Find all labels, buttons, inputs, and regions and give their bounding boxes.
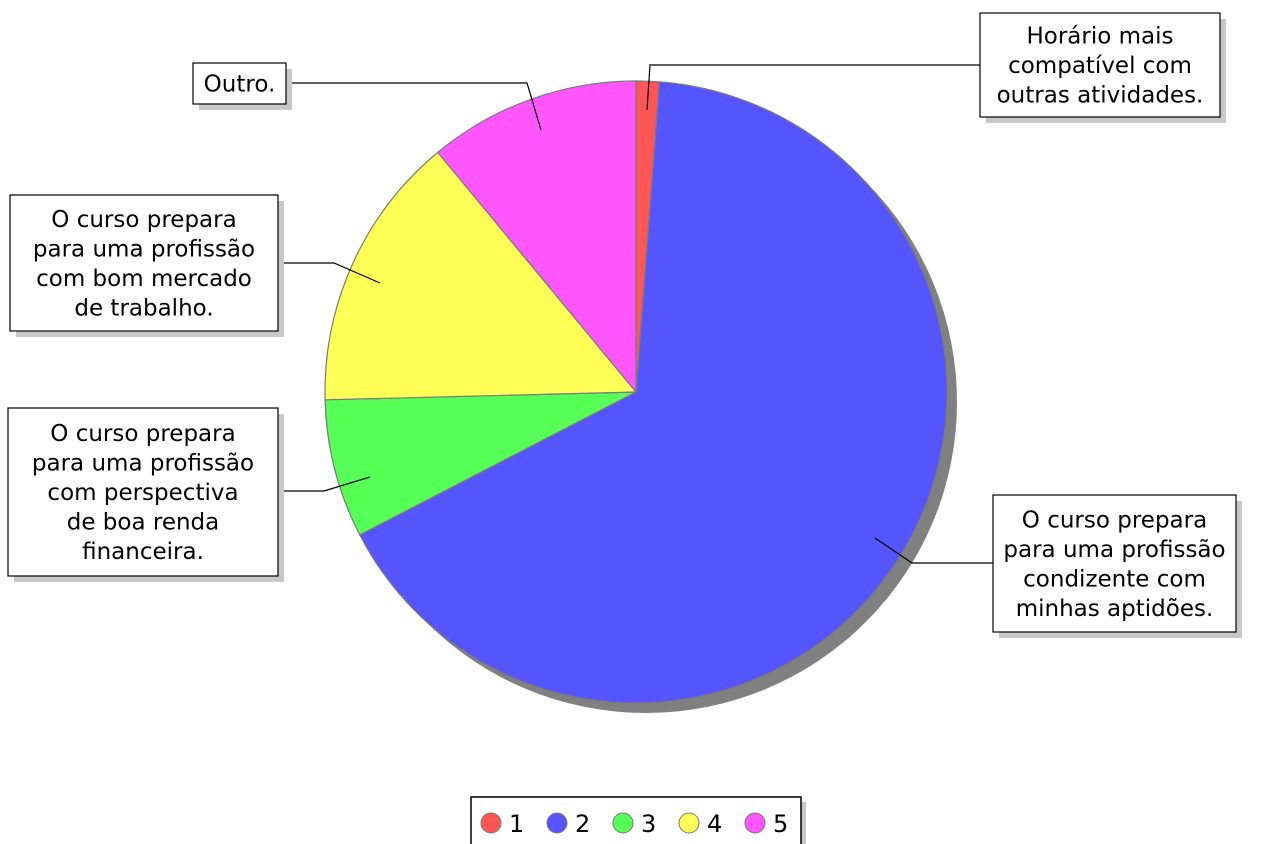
pie-slice-5 <box>436 80 637 394</box>
slice-label-text: O curso prepara para uma profissão com per… <box>32 421 254 565</box>
slice-label-text: O curso prepara para uma profissão condize… <box>1003 507 1225 622</box>
slice-labels: Horário mais compatível com outras ativida… <box>7 12 1242 638</box>
label-box <box>992 494 1237 633</box>
slice-label-5: Outro. <box>192 62 292 110</box>
slice-label-3: O curso prepara para uma profissão com per… <box>7 407 284 582</box>
label-box <box>192 62 287 105</box>
slice-label-4: O curso prepara para uma profissão com bom… <box>9 194 284 337</box>
slice-label-text: Outro. <box>204 72 276 98</box>
legend-label-2: 2 <box>575 810 590 838</box>
slice-label-text: O curso prepara para uma profissão com bom… <box>33 207 255 321</box>
leader-line-3 <box>278 476 371 492</box>
legend-label-5: 5 <box>773 810 788 838</box>
leader-line-1 <box>646 64 980 111</box>
legend-swatch-5 <box>744 812 766 834</box>
pie-slices <box>324 80 948 704</box>
leader-lines <box>278 64 993 564</box>
legend-label-4: 4 <box>707 810 722 838</box>
legend-label-1: 1 <box>509 810 524 838</box>
pie-slice-2 <box>358 81 948 704</box>
legend-swatch-4 <box>678 812 700 834</box>
legend-swatch-3 <box>612 812 634 834</box>
label-box <box>7 407 279 577</box>
slice-label-text: Horário mais compatível com outras ativida… <box>997 24 1204 109</box>
legend-swatch-2 <box>546 812 568 834</box>
leader-line-4 <box>278 262 381 284</box>
legend-swatch-1 <box>480 812 502 834</box>
slice-label-1: Horário mais compatível com outras ativida… <box>979 12 1226 123</box>
leader-line-2 <box>874 537 993 564</box>
pie-slice-4 <box>324 151 638 401</box>
label-box <box>9 194 279 332</box>
label-box <box>979 12 1221 118</box>
pie-slice-3 <box>324 391 637 536</box>
leader-line-5 <box>286 82 542 131</box>
legend: 1 2 3 4 5 <box>470 796 806 844</box>
legend-label-3: 3 <box>641 810 656 838</box>
slice-label-2: O curso prepara para uma profissão condize… <box>992 494 1242 638</box>
